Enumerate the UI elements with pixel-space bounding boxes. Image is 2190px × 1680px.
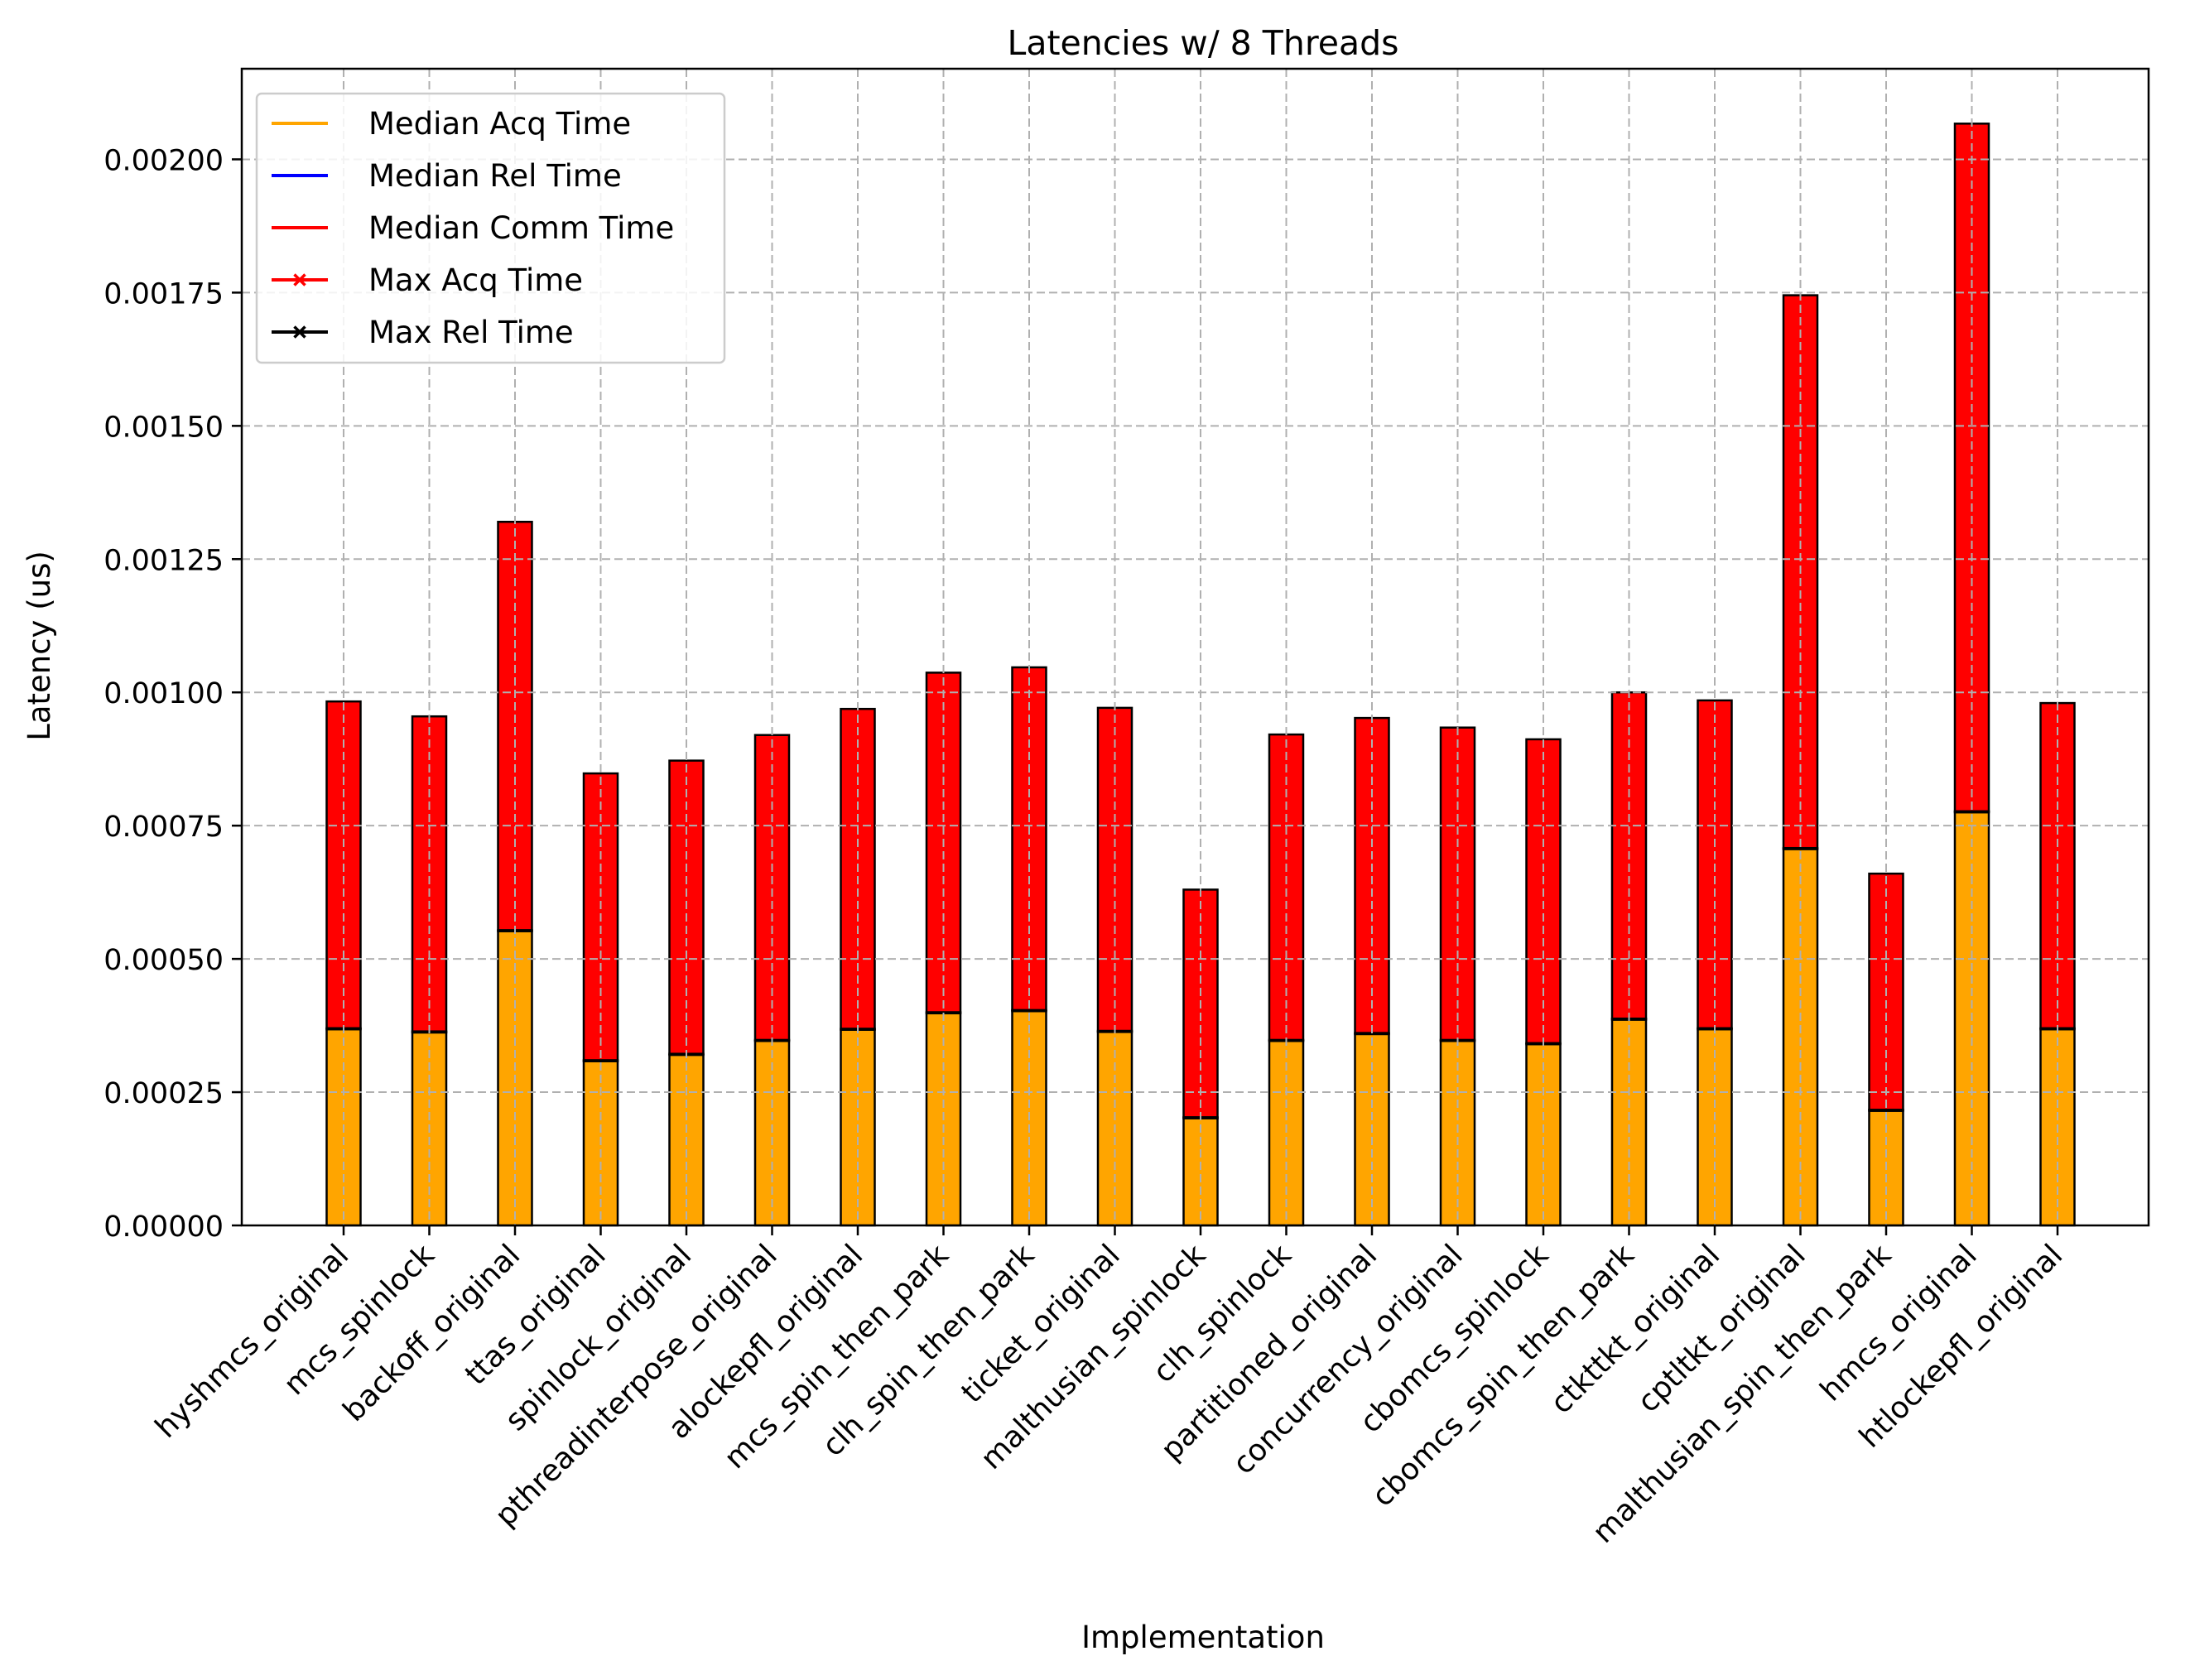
y-tick-label: 0.00000 bbox=[103, 1211, 224, 1244]
legend-label: Median Acq Time bbox=[368, 106, 631, 142]
y-tick-label: 0.00050 bbox=[103, 944, 224, 977]
legend-x-marker bbox=[293, 325, 306, 339]
legend-box bbox=[255, 92, 726, 364]
chart-title: Latencies w/ 8 Threads bbox=[1007, 23, 1398, 63]
y-tick-label: 0.00025 bbox=[103, 1077, 224, 1110]
legend-label: Max Acq Time bbox=[368, 262, 583, 298]
legend: Median Acq Time Median Rel Time Median Com… bbox=[255, 92, 726, 364]
grid bbox=[242, 69, 2149, 1226]
legend-label: Max Rel Time bbox=[368, 315, 574, 350]
y-tick-label: 0.00200 bbox=[103, 144, 224, 177]
x-axis-label: Implementation bbox=[1081, 1620, 1325, 1655]
legend-x-marker bbox=[293, 273, 306, 286]
y-tick-label: 0.00175 bbox=[103, 277, 224, 310]
bar-segment bbox=[1525, 1042, 1562, 1227]
bar-segment bbox=[1182, 1117, 1219, 1227]
y-tick-label: 0.00100 bbox=[103, 677, 224, 710]
bars bbox=[325, 123, 2076, 1227]
plot-frame bbox=[240, 67, 2150, 1227]
legend-label: Median Rel Time bbox=[368, 158, 622, 194]
y-tick-label: 0.00150 bbox=[103, 411, 224, 444]
y-tick-label: 0.00075 bbox=[103, 811, 224, 844]
bar-segment bbox=[411, 715, 448, 1033]
y-axis-label: Latency (us) bbox=[22, 551, 57, 741]
y-tick-label: 0.00125 bbox=[103, 544, 224, 577]
legend-label: Median Comm Time bbox=[368, 210, 674, 246]
y-axis-ticks: 0.00000 0.00025 0.00050 0.00075 0.00100 0.001… bbox=[103, 144, 242, 1244]
